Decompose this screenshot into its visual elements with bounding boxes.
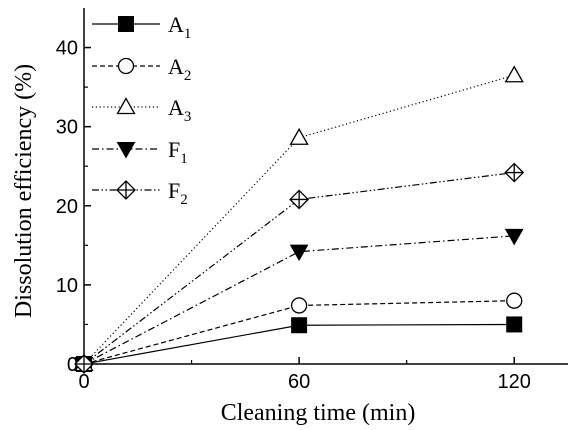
legend-marker	[116, 142, 136, 159]
x-tick-label: 0	[78, 371, 89, 393]
marker-shape	[506, 316, 523, 333]
data-point-a2	[506, 292, 523, 309]
marker-shape	[289, 244, 309, 262]
legend-label: A1	[168, 12, 191, 42]
data-point-a3	[504, 65, 524, 83]
data-point-a1	[291, 317, 308, 334]
legend-item: A3	[92, 95, 191, 125]
marker-shape	[116, 142, 136, 159]
legend-item: F2	[92, 178, 188, 208]
marker-shape	[290, 297, 308, 314]
data-point-f2	[289, 189, 310, 210]
legend-label: A3	[168, 95, 191, 125]
data-point-a1	[506, 316, 523, 333]
legend-label: F1	[168, 137, 188, 167]
legend-marker	[118, 16, 134, 32]
series-line-f2	[83, 171, 515, 365]
legend-marker	[116, 180, 136, 200]
data-point-f2	[74, 354, 94, 374]
marker-shape	[504, 228, 524, 246]
y-axis-title: Dissolution efficiency (%)	[11, 64, 37, 318]
marker-shape	[116, 97, 136, 115]
legend-item: A1	[92, 12, 191, 42]
marker-shape	[118, 16, 134, 32]
data-point-f2	[504, 162, 525, 183]
data-point-f1	[504, 228, 524, 246]
y-tick-label: 40	[56, 38, 78, 60]
y-tick-label: 30	[56, 117, 78, 139]
x-tick-label: 120	[498, 371, 531, 393]
x-axis-title: Cleaning time (min)	[221, 400, 416, 426]
marker-shape	[289, 127, 309, 145]
marker-shape	[504, 65, 524, 83]
plot-frame: 0 10 20 30 40 0 60 120	[56, 8, 568, 393]
data-point-f1	[289, 244, 309, 262]
legend: A1 A2 A3 F1 F2	[92, 12, 191, 208]
data-point-a3	[289, 127, 309, 145]
data-point-a2	[290, 297, 308, 314]
legend-item: A2	[92, 54, 191, 84]
series-layer	[74, 65, 525, 374]
marker-shape	[506, 292, 523, 309]
legend-marker	[116, 97, 136, 115]
marker-shape	[117, 57, 135, 75]
y-tick-label: 10	[56, 275, 78, 297]
x-tick-label: 60	[288, 371, 310, 393]
legend-item: F1	[92, 137, 188, 167]
legend-label: F2	[168, 178, 188, 208]
y-tick-label: 0	[67, 354, 78, 376]
legend-marker	[117, 57, 135, 75]
series-line-a2	[83, 300, 515, 365]
y-tick-label: 20	[56, 196, 78, 218]
marker-shape	[291, 317, 308, 334]
legend-label: A2	[168, 54, 191, 84]
